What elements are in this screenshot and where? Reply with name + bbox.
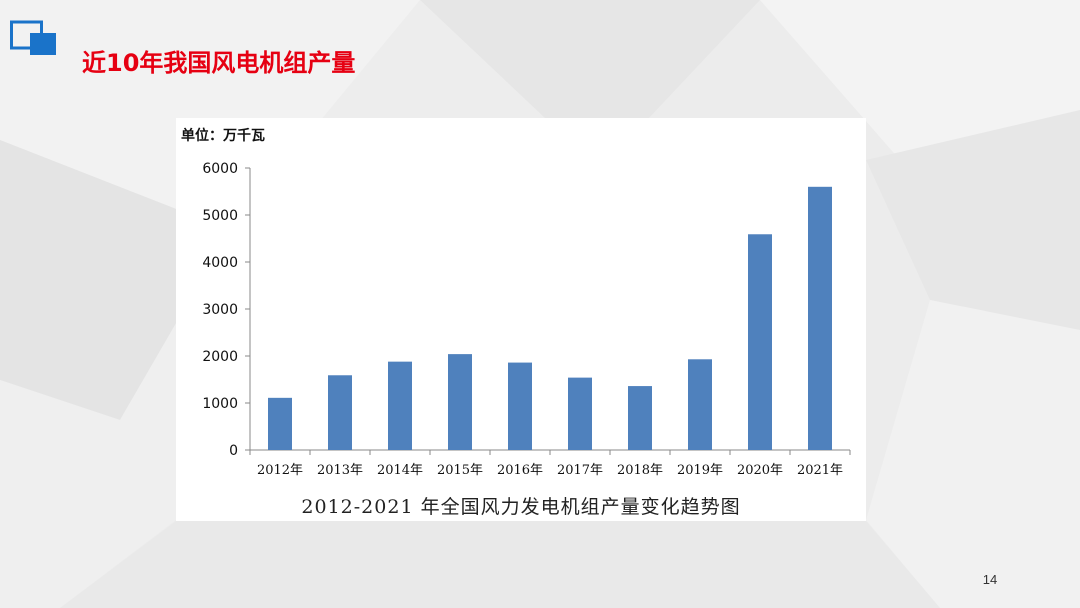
y-tick-label: 5000 bbox=[202, 208, 238, 224]
bar bbox=[388, 361, 412, 450]
bar bbox=[508, 362, 532, 450]
x-tick-label: 2014年 bbox=[377, 463, 423, 478]
unit-label: 单位：万千瓦 bbox=[181, 128, 265, 144]
x-tick-label: 2020年 bbox=[737, 463, 783, 478]
x-tick-label: 2012年 bbox=[257, 463, 303, 478]
bar bbox=[748, 234, 772, 450]
page-number: 14 bbox=[982, 572, 998, 587]
y-tick-label: 2000 bbox=[202, 349, 238, 365]
slide-title: 近10年我国风电机组产量 bbox=[82, 49, 356, 77]
chart-caption: 2012-2021 年全国风力发电机组产量变化趋势图 bbox=[301, 496, 741, 518]
bar bbox=[628, 386, 652, 450]
x-tick-label: 2021年 bbox=[797, 463, 843, 478]
bar bbox=[328, 375, 352, 450]
x-tick-label: 2015年 bbox=[437, 463, 483, 478]
y-tick-label: 6000 bbox=[202, 161, 238, 177]
chart-panel: 0 1000 2000 3000 4000 5000 6000 2012年 2013年 2014年… bbox=[176, 118, 866, 521]
x-tick-label: 2018年 bbox=[617, 463, 663, 478]
y-tick-label: 0 bbox=[229, 443, 238, 459]
bar bbox=[568, 377, 592, 450]
x-tick-label: 2013年 bbox=[317, 463, 363, 478]
y-tick-label: 1000 bbox=[202, 396, 238, 412]
bar-chart: 0 1000 2000 3000 4000 5000 6000 2012年 2013年 2014年… bbox=[202, 161, 851, 478]
x-tick-label: 2016年 bbox=[497, 463, 543, 478]
logo-icon bbox=[10, 20, 56, 55]
y-tick-label: 4000 bbox=[202, 255, 238, 271]
bar bbox=[448, 354, 472, 450]
bar bbox=[688, 359, 712, 450]
x-tick-label: 2017年 bbox=[557, 463, 603, 478]
x-tick-label: 2019年 bbox=[677, 463, 723, 478]
bar bbox=[268, 397, 292, 450]
y-tick-label: 3000 bbox=[202, 302, 238, 318]
bar bbox=[808, 186, 832, 451]
